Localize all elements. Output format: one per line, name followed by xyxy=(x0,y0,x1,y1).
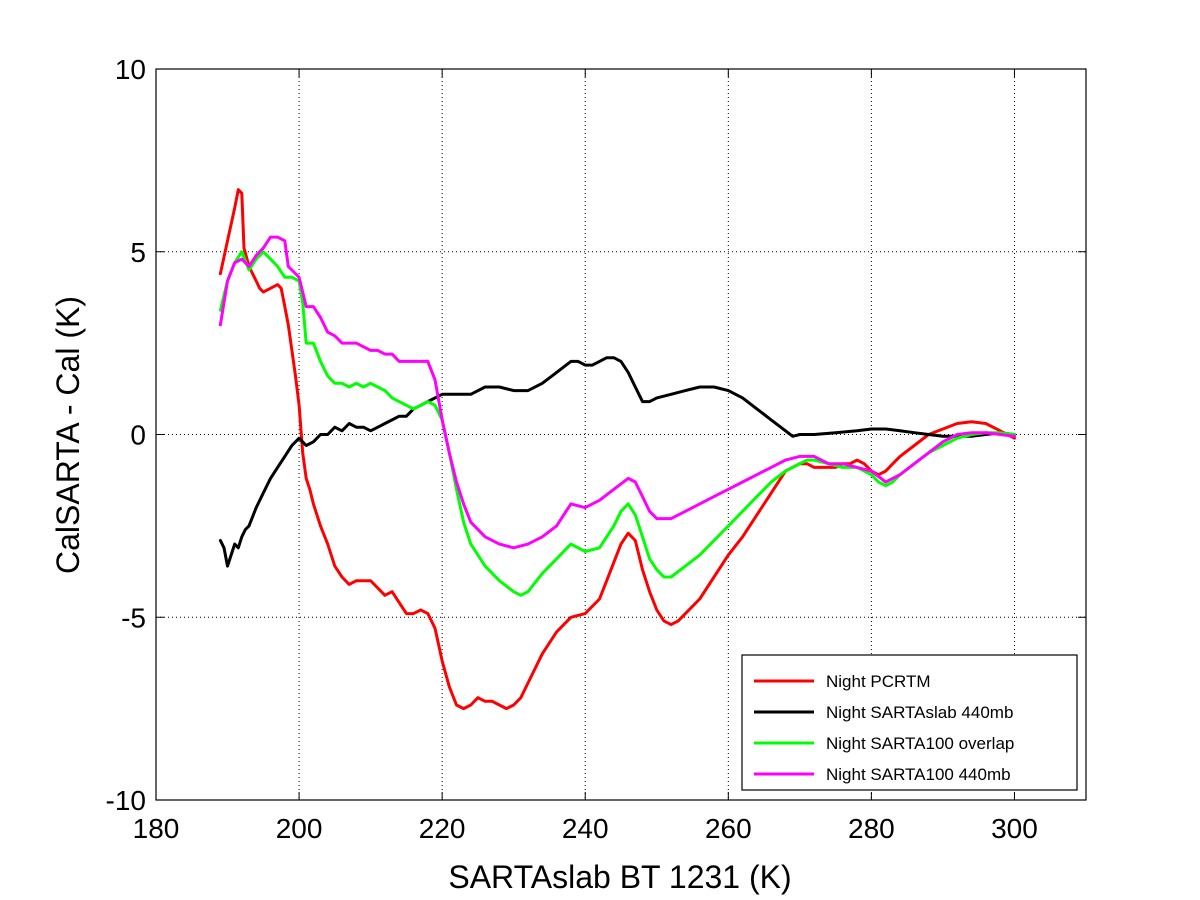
grid-lines xyxy=(156,69,1086,800)
legend-box xyxy=(741,654,1078,791)
x-tick-label: 200 xyxy=(276,813,323,844)
y-tick-label: 10 xyxy=(115,54,146,85)
legend: Night PCRTM Night SARTAslab 440mb Night SA… xyxy=(741,654,1078,791)
x-tick-label: 280 xyxy=(848,813,895,844)
legend-label: Night SARTA100 overlap xyxy=(826,734,1014,753)
y-tick-label: -5 xyxy=(121,602,146,633)
x-axis-label: SARTAslab BT 1231 (K) xyxy=(448,859,791,895)
series-line-2 xyxy=(218,356,1016,568)
series-line-3 xyxy=(218,250,1016,597)
x-tick-label: 300 xyxy=(991,813,1038,844)
legend-label: Night SARTAslab 440mb xyxy=(826,703,1013,722)
series-lines xyxy=(218,188,1016,711)
series-line-4 xyxy=(218,235,1016,550)
y-tick-label: 5 xyxy=(130,237,146,268)
x-tick-label: 260 xyxy=(705,813,752,844)
y-tick-label: 0 xyxy=(130,420,146,451)
x-axis-ticks: 180 200 220 240 260 280 300 xyxy=(133,69,1038,844)
legend-label: Night PCRTM xyxy=(826,672,931,691)
y-tick-label: -10 xyxy=(106,785,146,816)
x-tick-label: 240 xyxy=(562,813,609,844)
x-tick-label: 180 xyxy=(133,813,180,844)
legend-label: Night SARTA100 440mb xyxy=(826,765,1011,784)
y-axis-ticks: -10 -5 0 5 10 xyxy=(106,54,1086,816)
x-tick-label: 220 xyxy=(419,813,466,844)
y-axis-label: CalSARTA - Cal (K) xyxy=(50,296,86,574)
